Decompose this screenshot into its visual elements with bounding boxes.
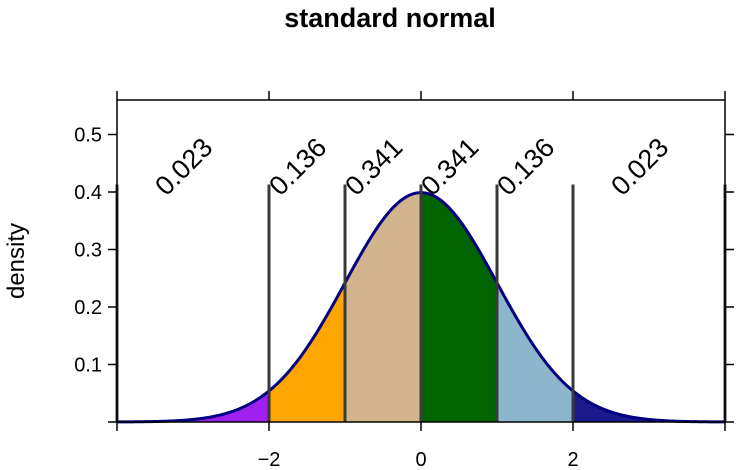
- region-probability-label: 0.023: [605, 132, 674, 201]
- x-tick-label: −2: [258, 449, 281, 470]
- y-tick-label: 0.4: [74, 182, 102, 204]
- axes-layer: −2 0 2 0.1 0.2 0.3 0.4 0.5: [74, 91, 734, 470]
- cutlines-layer: [115, 184, 727, 422]
- region-fill-3: [421, 192, 497, 422]
- y-tick-label: 0.5: [74, 125, 102, 147]
- chart-title: standard normal: [284, 3, 496, 33]
- region-fill-2: [345, 192, 421, 422]
- x-tick-label: 2: [567, 449, 578, 470]
- region-fill-0: [117, 390, 269, 422]
- region-probability-label: 0.341: [339, 132, 408, 201]
- region-probability-label: 0.341: [415, 132, 484, 201]
- region-fill-5: [573, 390, 725, 422]
- region-probability-label: 0.136: [263, 132, 332, 201]
- region-probability-label: 0.136: [491, 132, 560, 201]
- region-probability-label: 0.023: [149, 132, 218, 201]
- y-tick-label: 0.1: [74, 355, 102, 377]
- region-labels: 0.023 0.136 0.341 0.341 0.136 0.023: [149, 132, 674, 201]
- y-axis-label: density: [3, 223, 30, 299]
- y-tick-label: 0.2: [74, 297, 102, 319]
- y-tick-label: 0.3: [74, 240, 102, 262]
- x-tick-label: 0: [415, 449, 426, 470]
